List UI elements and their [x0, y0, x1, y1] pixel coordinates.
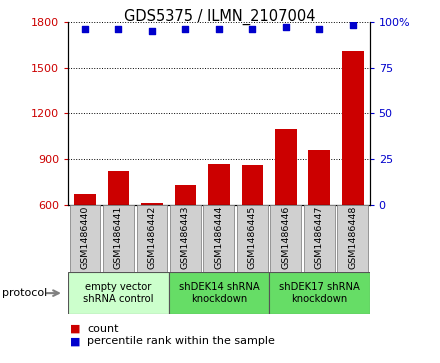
Text: GSM1486441: GSM1486441	[114, 206, 123, 269]
Bar	[70, 205, 100, 272]
Bar	[103, 205, 134, 272]
Text: GSM1486445: GSM1486445	[248, 206, 257, 269]
Text: GSM1486443: GSM1486443	[181, 205, 190, 269]
Text: shDEK14 shRNA
knockdown: shDEK14 shRNA knockdown	[179, 282, 259, 304]
Text: ■: ■	[70, 336, 81, 346]
Bar	[237, 205, 268, 272]
Bar	[107, 171, 129, 297]
Bar	[203, 205, 235, 272]
Point	[148, 28, 155, 34]
Bar	[308, 150, 330, 297]
Text: shDEK17 shRNA
knockdown: shDEK17 shRNA knockdown	[279, 282, 360, 304]
Bar	[242, 166, 263, 297]
Bar	[74, 195, 96, 297]
Bar	[169, 272, 269, 314]
Text: GSM1486444: GSM1486444	[214, 206, 224, 269]
Bar	[68, 272, 169, 314]
Text: GSM1486448: GSM1486448	[348, 206, 357, 269]
Point	[115, 26, 122, 32]
Bar	[342, 51, 364, 297]
Bar	[271, 205, 301, 272]
Text: GDS5375 / ILMN_2107004: GDS5375 / ILMN_2107004	[124, 9, 316, 25]
Text: protocol: protocol	[2, 288, 48, 298]
Text: percentile rank within the sample: percentile rank within the sample	[87, 336, 275, 346]
Point	[249, 26, 256, 32]
Bar	[275, 129, 297, 297]
Text: GSM1486446: GSM1486446	[281, 206, 290, 269]
Text: ■: ■	[70, 323, 81, 334]
Bar	[136, 205, 167, 272]
Text: count: count	[87, 323, 119, 334]
Point	[349, 23, 356, 28]
Bar	[170, 205, 201, 272]
Bar	[337, 205, 368, 272]
Point	[182, 26, 189, 32]
Bar	[175, 185, 196, 297]
Text: GSM1486447: GSM1486447	[315, 206, 324, 269]
Text: empty vector
shRNA control: empty vector shRNA control	[83, 282, 154, 304]
Bar	[208, 164, 230, 297]
Point	[316, 26, 323, 32]
Bar	[269, 272, 370, 314]
Text: GSM1486440: GSM1486440	[81, 206, 89, 269]
Point	[81, 26, 88, 32]
Text: GSM1486442: GSM1486442	[147, 206, 157, 269]
Point	[216, 26, 223, 32]
Bar	[141, 203, 163, 297]
Bar	[304, 205, 335, 272]
Point	[282, 24, 290, 30]
